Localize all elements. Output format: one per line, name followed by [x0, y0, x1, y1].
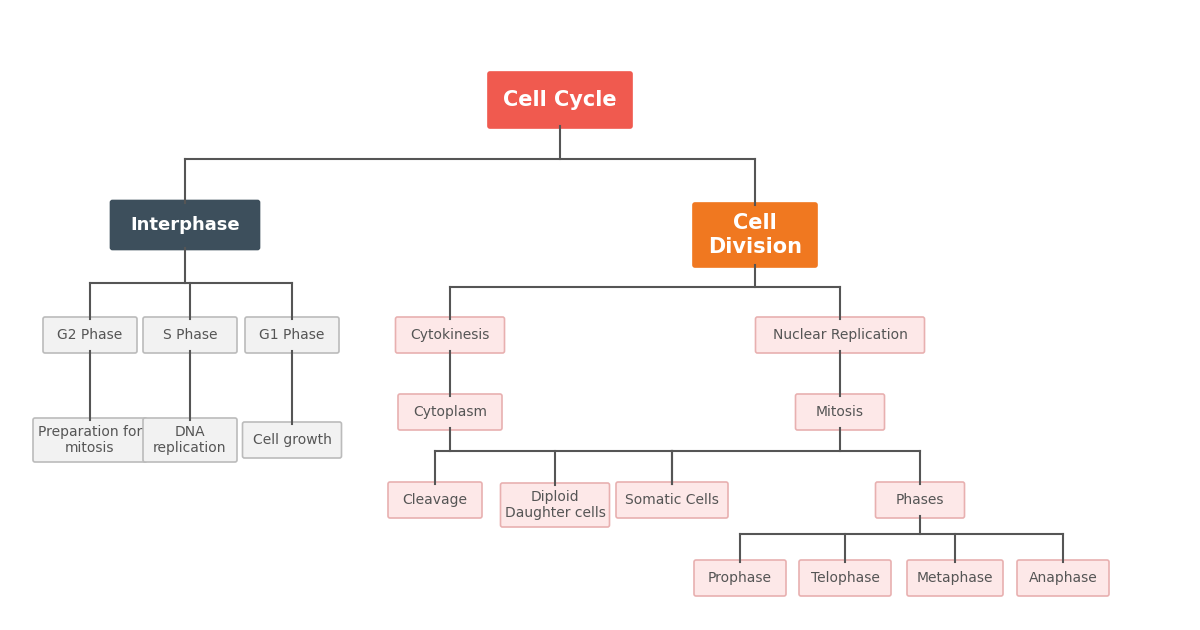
Text: Telophase: Telophase: [810, 571, 880, 585]
Text: Cytokinesis: Cytokinesis: [410, 328, 490, 342]
FancyBboxPatch shape: [694, 560, 786, 596]
Text: Interphase: Interphase: [130, 216, 240, 234]
FancyBboxPatch shape: [907, 560, 1003, 596]
FancyBboxPatch shape: [500, 483, 610, 527]
Text: Anaphase: Anaphase: [1028, 571, 1097, 585]
FancyBboxPatch shape: [694, 203, 817, 267]
FancyBboxPatch shape: [110, 200, 259, 249]
FancyBboxPatch shape: [488, 72, 632, 128]
Text: Cell
Division: Cell Division: [708, 214, 802, 256]
FancyBboxPatch shape: [34, 418, 148, 462]
Text: Cell growth: Cell growth: [252, 433, 331, 447]
Text: Phases: Phases: [895, 493, 944, 507]
FancyBboxPatch shape: [396, 317, 504, 353]
Text: Cell Cycle: Cell Cycle: [503, 90, 617, 110]
Text: Cytoplasm: Cytoplasm: [413, 405, 487, 419]
Text: Cleavage: Cleavage: [402, 493, 468, 507]
FancyBboxPatch shape: [796, 394, 884, 430]
FancyBboxPatch shape: [245, 317, 340, 353]
Text: Diploid
Daughter cells: Diploid Daughter cells: [504, 490, 606, 520]
Text: G1 Phase: G1 Phase: [259, 328, 325, 342]
FancyBboxPatch shape: [388, 482, 482, 518]
FancyBboxPatch shape: [398, 394, 502, 430]
FancyBboxPatch shape: [756, 317, 924, 353]
FancyBboxPatch shape: [242, 422, 342, 458]
Text: Somatic Cells: Somatic Cells: [625, 493, 719, 507]
Text: Preparation for
mitosis: Preparation for mitosis: [38, 425, 142, 455]
FancyBboxPatch shape: [1018, 560, 1109, 596]
FancyBboxPatch shape: [143, 317, 238, 353]
Text: S Phase: S Phase: [163, 328, 217, 342]
FancyBboxPatch shape: [616, 482, 728, 518]
FancyBboxPatch shape: [43, 317, 137, 353]
Text: G2 Phase: G2 Phase: [58, 328, 122, 342]
FancyBboxPatch shape: [143, 418, 238, 462]
Text: Prophase: Prophase: [708, 571, 772, 585]
FancyBboxPatch shape: [876, 482, 965, 518]
Text: Nuclear Replication: Nuclear Replication: [773, 328, 907, 342]
Text: Mitosis: Mitosis: [816, 405, 864, 419]
Text: DNA
replication: DNA replication: [154, 425, 227, 455]
Text: Metaphase: Metaphase: [917, 571, 994, 585]
FancyBboxPatch shape: [799, 560, 890, 596]
